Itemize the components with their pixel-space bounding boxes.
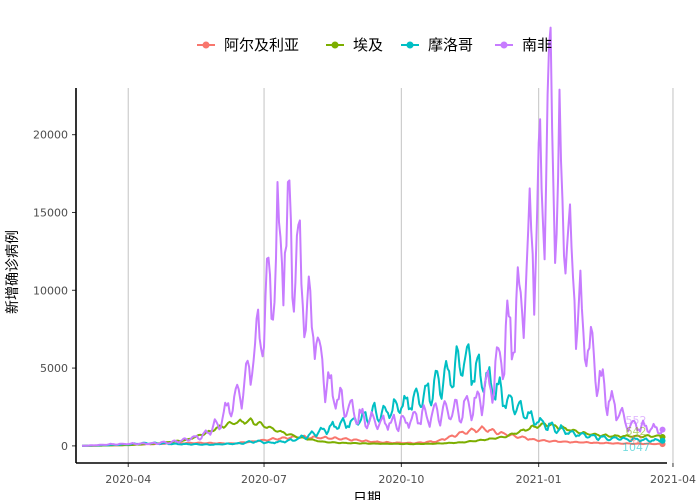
x-tick-label: 2020-04 bbox=[105, 473, 151, 486]
series-line-2 bbox=[82, 417, 663, 447]
series-lines bbox=[81, 26, 664, 447]
legend: 阿尔及利亚 埃及 摩洛哥 南非 bbox=[197, 36, 552, 54]
x-tick-label: 2020-07 bbox=[241, 473, 287, 486]
end-value-label: 642 bbox=[626, 425, 647, 438]
gridlines bbox=[127, 88, 674, 463]
legend-key-point bbox=[202, 41, 210, 49]
x-tick-label: 2020-10 bbox=[378, 473, 424, 486]
end-value-label: 42 bbox=[629, 433, 643, 446]
legend-label: 摩洛哥 bbox=[428, 36, 473, 54]
x-tick-label: 2021-01 bbox=[516, 473, 562, 486]
series-line-3 bbox=[81, 343, 664, 447]
legend-key-point bbox=[500, 41, 508, 49]
x-axis-title: 日期 bbox=[353, 491, 381, 500]
end-value-label: 552 bbox=[626, 414, 647, 427]
y-axis-title: 新增确诊病例 bbox=[5, 230, 21, 314]
x-tick-label: 2021-04 bbox=[650, 473, 696, 486]
legend-label: 阿尔及利亚 bbox=[224, 36, 299, 54]
series-end-point bbox=[659, 426, 666, 433]
series-line-4 bbox=[81, 26, 664, 447]
y-tick-label: 5000 bbox=[40, 362, 68, 375]
y-tick-label: 10000 bbox=[33, 284, 68, 297]
end-value-label: 1047 bbox=[622, 441, 650, 454]
legend-label: 埃及 bbox=[353, 36, 383, 54]
y-tick-label: 0 bbox=[61, 440, 68, 453]
y-tick-label: 20000 bbox=[33, 129, 68, 142]
series-end-point bbox=[659, 437, 666, 444]
y-tick-label: 15000 bbox=[33, 206, 68, 219]
legend-label: 南非 bbox=[522, 36, 552, 54]
legend-key-point bbox=[331, 41, 339, 49]
axes: 2020-04 2020-07 2020-10 2021-01 2021-04 0 5000… bbox=[33, 88, 696, 486]
legend-key-point bbox=[406, 41, 414, 49]
